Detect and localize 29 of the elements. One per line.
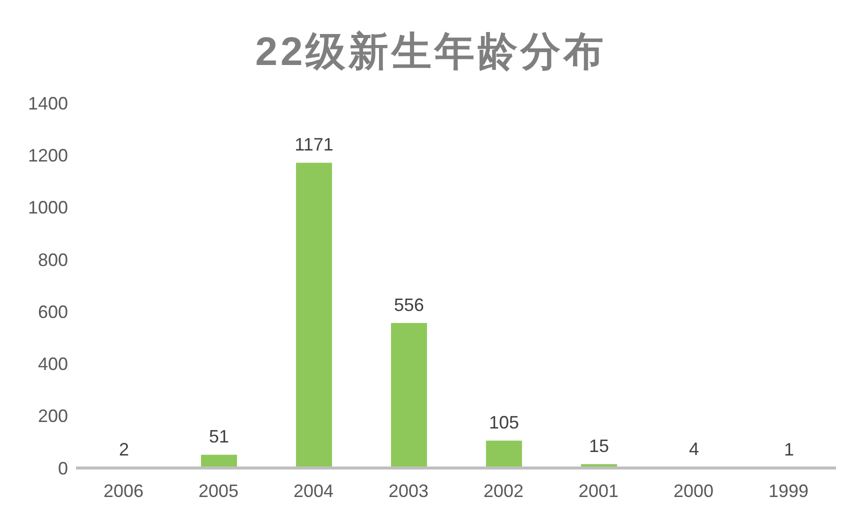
x-tick-label: 2000: [673, 480, 714, 501]
data-label: 4: [688, 438, 700, 459]
data-label: 2: [118, 439, 130, 460]
x-tick-label: 2004: [293, 480, 334, 501]
data-label: 15: [588, 436, 610, 456]
x-tick-label: 2003: [388, 480, 429, 501]
y-tick-label: 800: [38, 250, 68, 270]
x-tick-label: 2002: [483, 480, 524, 501]
bar: [391, 323, 427, 468]
data-label: 1: [784, 440, 794, 460]
data-label: 556: [394, 295, 424, 316]
data-label: 51: [208, 426, 230, 447]
x-tick-label: 2005: [198, 480, 239, 501]
y-tick-label: 0: [58, 458, 68, 478]
y-tick-label: 400: [38, 354, 68, 374]
chart-title: 22级新生年龄分布: [254, 29, 608, 76]
data-label: 1171: [294, 134, 334, 155]
data-label: 105: [488, 412, 520, 433]
bar: [296, 162, 332, 468]
x-tick-label: 2001: [578, 480, 619, 501]
y-tick-label: 1000: [28, 198, 68, 218]
y-tick-label: 1200: [28, 146, 68, 166]
bar: [201, 454, 237, 468]
y-tick-label: 200: [38, 406, 68, 426]
x-tick-label: 1999: [768, 480, 809, 501]
y-tick-label: 600: [38, 302, 68, 322]
bar: [486, 440, 522, 468]
y-tick-label: 1400: [28, 93, 68, 114]
x-tick-label: 2006: [103, 480, 144, 501]
